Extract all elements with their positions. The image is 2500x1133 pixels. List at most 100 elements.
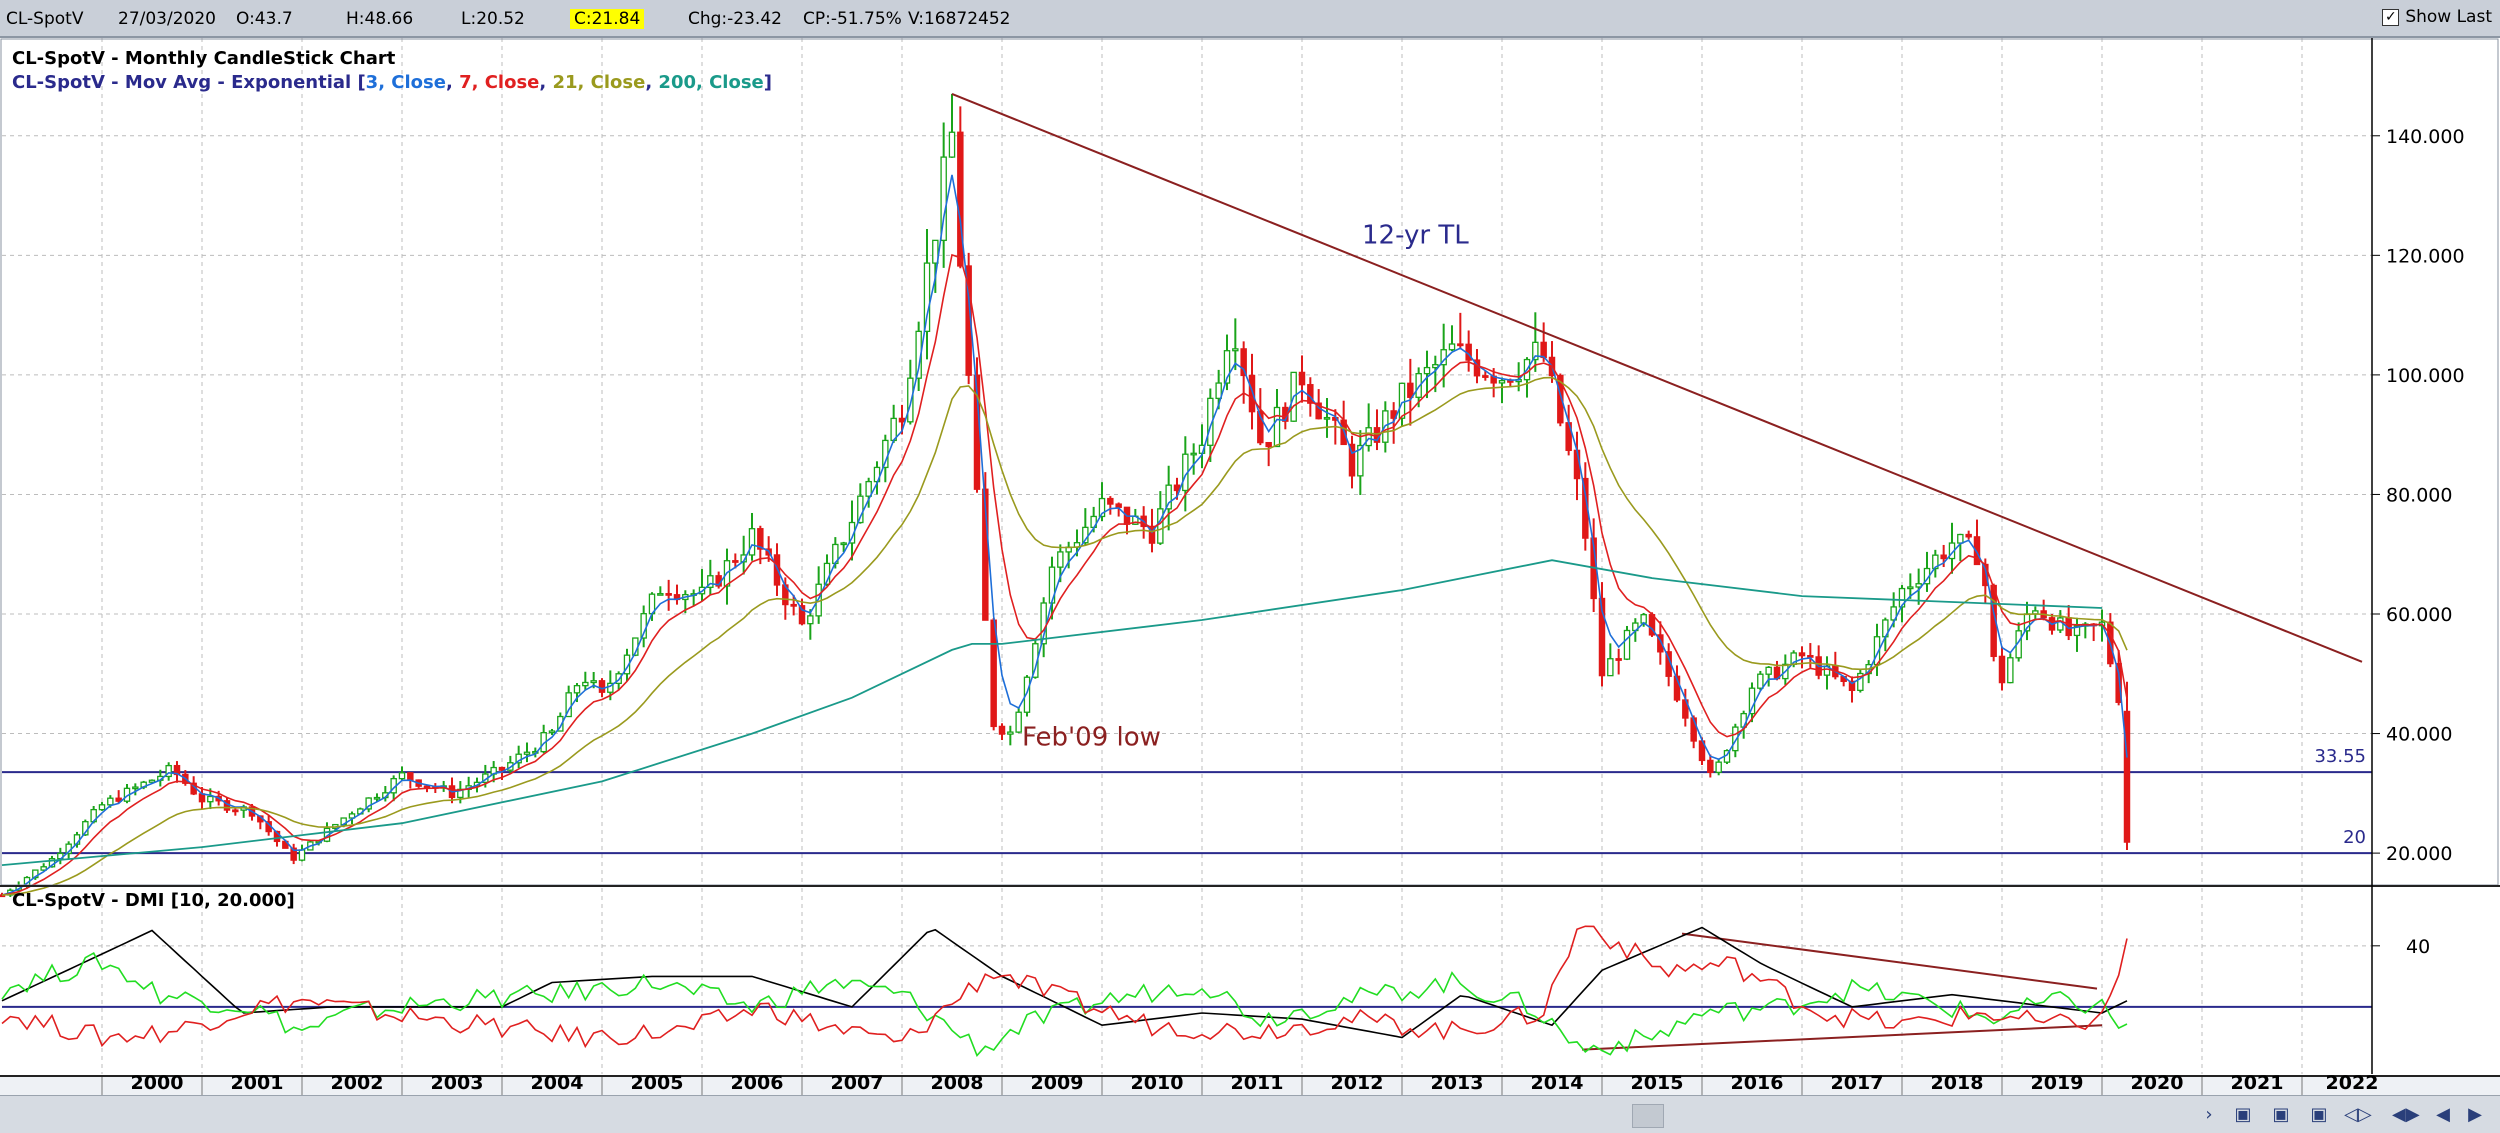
candle-body bbox=[1365, 427, 1372, 447]
chart-annotation: Feb'09 low bbox=[1022, 723, 1161, 753]
candle-body bbox=[298, 849, 306, 861]
date-label: 27/03/2020 bbox=[118, 9, 216, 29]
dmi-trendline bbox=[1581, 1024, 2103, 1051]
horizontal-scrollbar[interactable]: › ▣ ▣ ▣ ◁▷ ◀▶ ◀ ▶ bbox=[0, 1095, 2500, 1133]
candle-body bbox=[423, 785, 431, 789]
open-label: O:43.7 bbox=[236, 9, 293, 29]
indicator-label-separator: , bbox=[645, 72, 658, 93]
candle-body bbox=[1398, 382, 1406, 419]
show-last-checkbox[interactable]: ✓ bbox=[2382, 8, 2400, 26]
candle-body bbox=[498, 766, 506, 771]
candle-body bbox=[107, 797, 114, 806]
candle-body bbox=[1057, 551, 1064, 568]
candle-body bbox=[1890, 606, 1897, 621]
horizontal-lines: 33.55 20 bbox=[2, 746, 2372, 855]
chart-annotation: 12-yr TL bbox=[1362, 220, 1469, 250]
candle-body bbox=[1348, 443, 1356, 477]
dmi-minus-di-line bbox=[1, 925, 2128, 1049]
candle-body bbox=[1757, 673, 1764, 689]
show-last-toggle[interactable]: ✓ Show Last bbox=[2382, 7, 2492, 27]
candle-body bbox=[132, 786, 139, 790]
indicator-label-part: 3, Close bbox=[366, 72, 446, 93]
candle-body bbox=[2057, 617, 2064, 631]
candle-body bbox=[748, 528, 756, 556]
candle-body bbox=[148, 779, 156, 783]
candle-body bbox=[398, 772, 406, 780]
candle-body bbox=[1673, 675, 1681, 701]
candle-body bbox=[1448, 343, 1456, 351]
candle-body bbox=[790, 603, 797, 607]
candle-body bbox=[115, 797, 122, 802]
scroll-left-icon[interactable]: ◀ bbox=[2436, 1104, 2450, 1125]
x-tick-label: 2008 bbox=[931, 1072, 984, 1094]
x-tick-label: 2016 bbox=[1731, 1072, 1784, 1094]
candle-body bbox=[865, 480, 872, 497]
candle-body bbox=[548, 730, 556, 734]
high-label: H:48.66 bbox=[346, 9, 414, 29]
candle-body bbox=[907, 377, 914, 423]
candle-body bbox=[523, 751, 531, 755]
x-tick-label: 2022 bbox=[2326, 1072, 2379, 1094]
show-last-label: Show Last bbox=[2405, 7, 2492, 27]
indicator-label-part: 7, Close bbox=[459, 72, 539, 93]
zoom-out-icon[interactable]: ▣ bbox=[2234, 1104, 2252, 1125]
x-tick-label: 2017 bbox=[1831, 1072, 1884, 1094]
candle-body bbox=[1957, 533, 1964, 544]
candle-body bbox=[757, 528, 764, 550]
ema-200-line bbox=[1, 559, 2103, 866]
candle-body bbox=[1940, 554, 1947, 560]
candle-body bbox=[1532, 341, 1539, 361]
low-label: L:20.52 bbox=[461, 9, 525, 29]
x-tick-label: 2011 bbox=[1231, 1072, 1284, 1094]
candle-body bbox=[1148, 525, 1156, 544]
ema-21-line bbox=[1, 376, 2128, 896]
candle-body bbox=[1298, 371, 1306, 386]
candle-body bbox=[840, 542, 847, 546]
x-tick-label: 2005 bbox=[631, 1072, 684, 1094]
candle-body bbox=[98, 804, 106, 811]
y-tick-label: 40.000 bbox=[2386, 724, 2452, 746]
y-tick-label: 140.000 bbox=[2386, 126, 2465, 148]
candle-body bbox=[923, 262, 931, 333]
candle-body bbox=[1557, 374, 1564, 424]
x-tick-label: 2006 bbox=[731, 1072, 784, 1094]
candle-body bbox=[348, 813, 356, 819]
candle-body bbox=[1965, 533, 1972, 538]
candle-body bbox=[1432, 364, 1439, 369]
candle-body bbox=[1098, 497, 1106, 518]
candle-body bbox=[1998, 655, 2006, 684]
trendlines bbox=[951, 93, 2363, 1051]
candle-body bbox=[165, 764, 172, 778]
zoom-fit-icon[interactable]: ▣ bbox=[2310, 1104, 2328, 1125]
scroll-end-icon[interactable]: ▶ bbox=[2468, 1104, 2482, 1125]
candle-body bbox=[1657, 634, 1664, 653]
zoom-in-icon[interactable]: ▣ bbox=[2272, 1104, 2290, 1125]
candle-body bbox=[273, 830, 281, 843]
candle-body bbox=[207, 795, 214, 803]
candle-body bbox=[1423, 366, 1431, 375]
candle-body bbox=[2007, 657, 2014, 684]
scroll-right-arrow-icon[interactable]: › bbox=[2205, 1104, 2213, 1125]
main-chart-title: CL-SpotV - Monthly CandleStick Chart bbox=[12, 48, 396, 69]
candle-body bbox=[798, 605, 806, 625]
x-tick-label: 2014 bbox=[1531, 1072, 1584, 1094]
candle-body bbox=[940, 156, 947, 242]
scroll-last-icon[interactable]: ◀▶ bbox=[2392, 1104, 2420, 1125]
dmi-lines bbox=[1, 925, 2372, 1058]
axes: 2000 2001 2002 2003 2004 2005 2006 2007 2008 2009… bbox=[0, 38, 2500, 1095]
scrollbar-thumb[interactable] bbox=[1632, 1104, 1664, 1128]
x-tick-label: 2007 bbox=[831, 1072, 884, 1094]
indicator-label-prefix: CL-SpotV - Mov Avg - Exponential [ bbox=[12, 72, 366, 93]
candle-body bbox=[365, 797, 372, 810]
candle-body bbox=[1715, 761, 1722, 774]
candle-body bbox=[1190, 452, 1197, 456]
candle-body bbox=[665, 593, 672, 596]
candle-body bbox=[232, 809, 239, 813]
candle-body bbox=[1498, 379, 1506, 384]
candle-body bbox=[2115, 662, 2122, 703]
support-line-label: 33.55 bbox=[2314, 746, 2366, 767]
indicator-label-part: 200, Close bbox=[658, 72, 763, 93]
x-tick-label: 2018 bbox=[1931, 1072, 1984, 1094]
y-tick-label: 60.000 bbox=[2386, 604, 2452, 626]
scroll-first-icon[interactable]: ◁▷ bbox=[2344, 1104, 2372, 1125]
